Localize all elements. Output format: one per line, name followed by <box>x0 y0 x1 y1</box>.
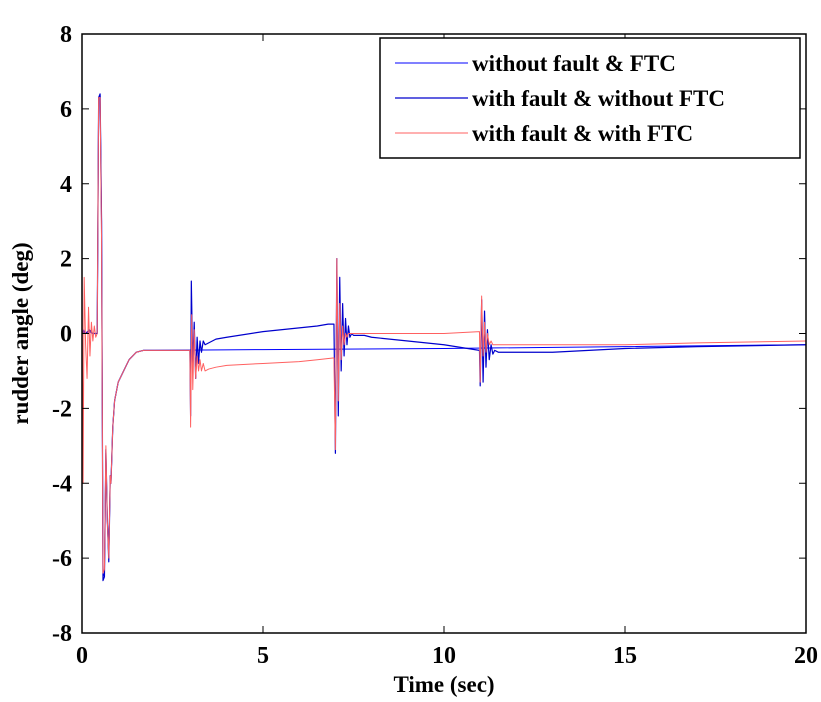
y-tick-label: -6 <box>52 546 72 572</box>
y-axis-label: rudder angle (deg) <box>8 242 33 424</box>
y-tick-label: 2 <box>60 247 72 273</box>
x-tick-label: 20 <box>794 643 818 669</box>
y-tick-label: 0 <box>60 322 72 348</box>
legend-entry: with fault & without FTC <box>395 86 725 111</box>
series-line <box>81 93 807 582</box>
y-tick-label: 6 <box>60 97 72 123</box>
y-tick-label: 4 <box>60 172 72 198</box>
legend-entry: without fault & FTC <box>395 51 676 76</box>
series-line <box>81 97 807 574</box>
legend: without fault & FTC with fault & without… <box>379 37 801 159</box>
y-tick-label: -2 <box>52 396 72 422</box>
legend-entry: with fault & with FTC <box>395 121 693 146</box>
legend-label: with fault & with FTC <box>472 121 693 146</box>
legend-label: with fault & without FTC <box>472 86 725 111</box>
y-tick-label: -4 <box>52 471 72 497</box>
y-tick-label: -8 <box>52 621 72 647</box>
x-tick-label: 10 <box>432 643 456 669</box>
legend-label: without fault & FTC <box>472 51 676 76</box>
ticks-layer: 0 5 10 15 20 -8 -6 -4 -2 0 2 4 6 8 <box>52 22 818 669</box>
y-tick-label: 8 <box>60 22 72 48</box>
x-tick-label: 15 <box>613 643 637 669</box>
x-axis-label: Time (sec) <box>393 672 494 697</box>
series-layer <box>81 93 807 582</box>
x-tick-label: 5 <box>257 643 269 669</box>
x-tick-label: 0 <box>76 643 88 669</box>
